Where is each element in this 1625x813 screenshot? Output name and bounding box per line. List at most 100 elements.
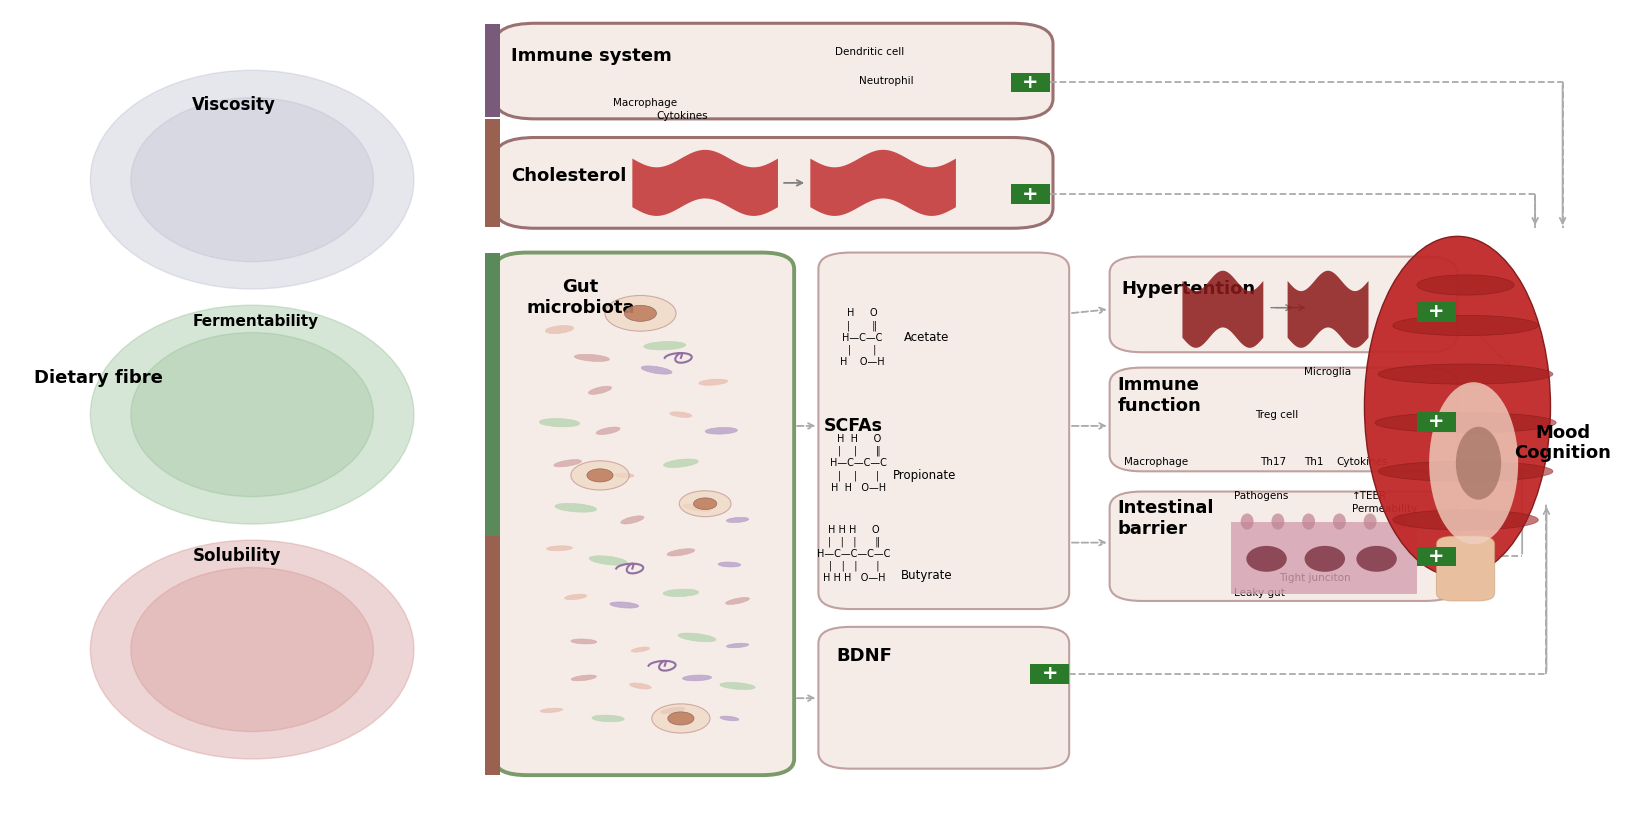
Ellipse shape	[1378, 364, 1554, 385]
Ellipse shape	[718, 562, 741, 567]
Text: +: +	[1428, 547, 1445, 566]
Ellipse shape	[91, 70, 414, 289]
Ellipse shape	[1363, 514, 1376, 529]
Text: +: +	[1042, 664, 1058, 684]
Text: |       |: | |	[848, 345, 876, 355]
FancyBboxPatch shape	[1011, 185, 1050, 204]
Polygon shape	[632, 150, 778, 216]
Ellipse shape	[1271, 514, 1284, 529]
Ellipse shape	[642, 366, 673, 374]
Ellipse shape	[1393, 510, 1539, 530]
Text: Dendritic cell: Dendritic cell	[835, 46, 904, 57]
FancyBboxPatch shape	[1110, 492, 1458, 601]
Ellipse shape	[132, 333, 374, 497]
Text: Th1: Th1	[1303, 457, 1323, 467]
Ellipse shape	[91, 305, 414, 524]
Text: H  H     O: H H O	[837, 434, 881, 444]
Ellipse shape	[1240, 514, 1253, 529]
Text: SCFAs: SCFAs	[824, 417, 882, 435]
Ellipse shape	[694, 498, 717, 510]
Ellipse shape	[630, 647, 650, 652]
Ellipse shape	[592, 715, 624, 722]
Text: Cholesterol: Cholesterol	[510, 167, 626, 185]
Text: Treg cell: Treg cell	[1254, 410, 1298, 420]
Text: |    |      ‖: | | ‖	[837, 446, 881, 456]
Ellipse shape	[590, 556, 627, 565]
Text: Neutrophil: Neutrophil	[860, 76, 913, 86]
Polygon shape	[1287, 271, 1368, 348]
Bar	[486, 253, 500, 775]
Text: Permeability: Permeability	[1352, 503, 1417, 514]
FancyBboxPatch shape	[1232, 522, 1417, 594]
Ellipse shape	[705, 428, 738, 434]
Text: ↑TEER: ↑TEER	[1352, 490, 1388, 501]
Text: |   |   |      |: | | | |	[829, 561, 879, 572]
Ellipse shape	[546, 546, 572, 550]
Ellipse shape	[588, 386, 611, 394]
FancyBboxPatch shape	[1110, 367, 1458, 472]
Ellipse shape	[556, 503, 596, 512]
FancyBboxPatch shape	[819, 627, 1069, 768]
Text: Cytokines: Cytokines	[656, 111, 708, 121]
Ellipse shape	[720, 716, 739, 721]
FancyBboxPatch shape	[496, 253, 795, 775]
Text: Butyrate: Butyrate	[900, 568, 952, 581]
Ellipse shape	[1375, 412, 1557, 433]
Ellipse shape	[1393, 315, 1539, 336]
FancyBboxPatch shape	[819, 253, 1069, 609]
Ellipse shape	[668, 712, 694, 725]
Text: +: +	[1428, 302, 1445, 321]
Ellipse shape	[682, 675, 712, 680]
Bar	[486, 24, 500, 117]
FancyBboxPatch shape	[1436, 536, 1495, 601]
Bar	[486, 536, 500, 775]
Text: Tight junciton: Tight junciton	[1279, 573, 1350, 583]
Text: Acetate: Acetate	[904, 331, 949, 344]
Ellipse shape	[682, 504, 710, 511]
FancyBboxPatch shape	[1030, 664, 1069, 684]
Text: Microglia: Microglia	[1303, 367, 1350, 377]
Text: Fermentability: Fermentability	[192, 314, 318, 329]
Ellipse shape	[546, 325, 574, 333]
Ellipse shape	[652, 704, 710, 733]
Text: +: +	[1022, 73, 1038, 92]
FancyBboxPatch shape	[1417, 412, 1456, 432]
Ellipse shape	[609, 602, 639, 608]
Ellipse shape	[614, 473, 634, 477]
FancyBboxPatch shape	[496, 137, 1053, 228]
Text: Th17: Th17	[1259, 457, 1287, 467]
Polygon shape	[1183, 271, 1263, 348]
Ellipse shape	[1302, 514, 1315, 529]
Text: BDNF: BDNF	[837, 647, 892, 665]
Text: Mood
Cognition: Mood Cognition	[1514, 424, 1610, 463]
Text: Leaky gut: Leaky gut	[1235, 588, 1285, 598]
Text: Hypertention: Hypertention	[1121, 280, 1254, 298]
Text: |       ‖: | ‖	[847, 320, 878, 331]
Text: H H H   O—H: H H H O—H	[822, 573, 886, 583]
Ellipse shape	[1456, 427, 1502, 500]
Ellipse shape	[644, 341, 686, 350]
Text: +: +	[1428, 412, 1445, 432]
Ellipse shape	[1332, 514, 1346, 529]
Polygon shape	[811, 150, 956, 216]
Text: |   |   |      ‖: | | | ‖	[829, 537, 881, 547]
Ellipse shape	[566, 594, 587, 600]
Ellipse shape	[720, 682, 756, 689]
Ellipse shape	[678, 633, 717, 641]
Ellipse shape	[660, 707, 686, 714]
Ellipse shape	[1394, 514, 1407, 529]
Text: H     O: H O	[847, 308, 878, 319]
Text: Solubility: Solubility	[192, 547, 281, 565]
Ellipse shape	[132, 567, 374, 732]
FancyBboxPatch shape	[1110, 257, 1458, 352]
Ellipse shape	[663, 589, 699, 597]
Ellipse shape	[668, 549, 696, 556]
Text: Propionate: Propionate	[892, 469, 956, 482]
Ellipse shape	[1305, 546, 1345, 572]
Text: |    |      |: | | |	[838, 470, 879, 480]
FancyBboxPatch shape	[1417, 546, 1456, 566]
FancyBboxPatch shape	[1011, 72, 1050, 92]
Ellipse shape	[663, 459, 699, 467]
Ellipse shape	[670, 412, 692, 417]
Ellipse shape	[726, 598, 749, 605]
